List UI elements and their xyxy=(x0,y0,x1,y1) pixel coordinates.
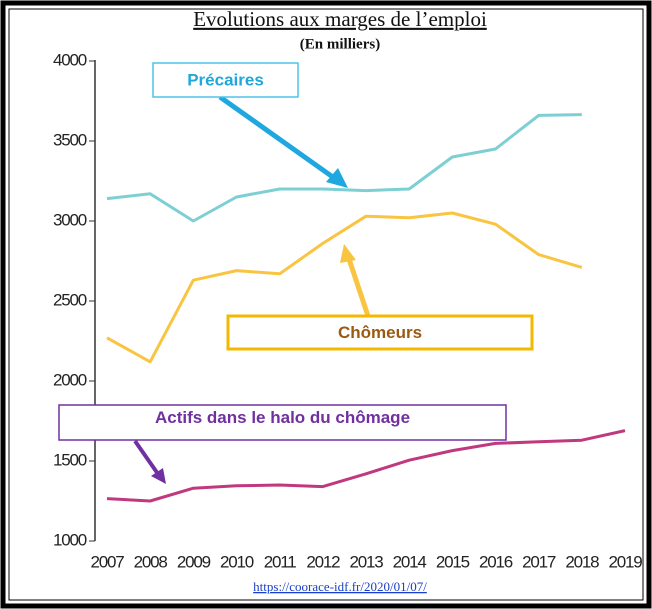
legend-label: Précaires xyxy=(187,70,264,89)
x-tick-label: 2007 xyxy=(90,552,124,571)
source-link[interactable]: https://coorace-idf.fr/2020/01/07/ xyxy=(253,579,427,594)
inner-frame xyxy=(8,8,644,601)
y-tick-label: 2000 xyxy=(53,370,87,389)
y-tick-label: 1000 xyxy=(53,530,87,549)
arrow-head xyxy=(151,468,166,484)
annotation-box xyxy=(58,404,507,441)
arrow xyxy=(133,439,160,476)
chart-subtitle: (En milliers) xyxy=(300,36,380,52)
legend-label: Chômeurs xyxy=(338,323,422,342)
x-tick-label: 2014 xyxy=(393,552,427,571)
x-tick-label: 2012 xyxy=(306,552,340,571)
y-tick-label: 3000 xyxy=(53,210,87,229)
y-tick-label: 1500 xyxy=(53,450,87,469)
y-tick-label: 2500 xyxy=(53,290,87,309)
annotation-box xyxy=(152,62,299,98)
series-line xyxy=(106,211,583,364)
series-line xyxy=(106,113,582,223)
annotation-box xyxy=(226,314,534,351)
x-tick-label: 2015 xyxy=(436,552,470,571)
x-tick-label: 2013 xyxy=(349,552,383,571)
x-tick-label: 2017 xyxy=(522,552,556,571)
x-tick-label: 2019 xyxy=(608,552,642,571)
x-tick-label: 2010 xyxy=(220,552,254,571)
arrow-head xyxy=(340,244,356,263)
legend-label: Actifs dans le halo du chômage xyxy=(155,408,410,427)
y-tick-label: 3500 xyxy=(53,130,87,149)
y-tick-label: 4000 xyxy=(53,50,87,69)
arrow xyxy=(218,94,339,183)
x-tick-label: 2008 xyxy=(134,552,168,571)
series-line xyxy=(106,429,626,503)
x-tick-label: 2018 xyxy=(565,552,599,571)
arrow-head xyxy=(326,168,348,188)
x-tick-label: 2009 xyxy=(177,552,211,571)
x-tick-label: 2011 xyxy=(264,552,297,571)
chart-title: Evolutions aux marges de l’emploi xyxy=(193,7,487,31)
arrow xyxy=(345,255,371,317)
x-tick-label: 2016 xyxy=(479,552,513,571)
